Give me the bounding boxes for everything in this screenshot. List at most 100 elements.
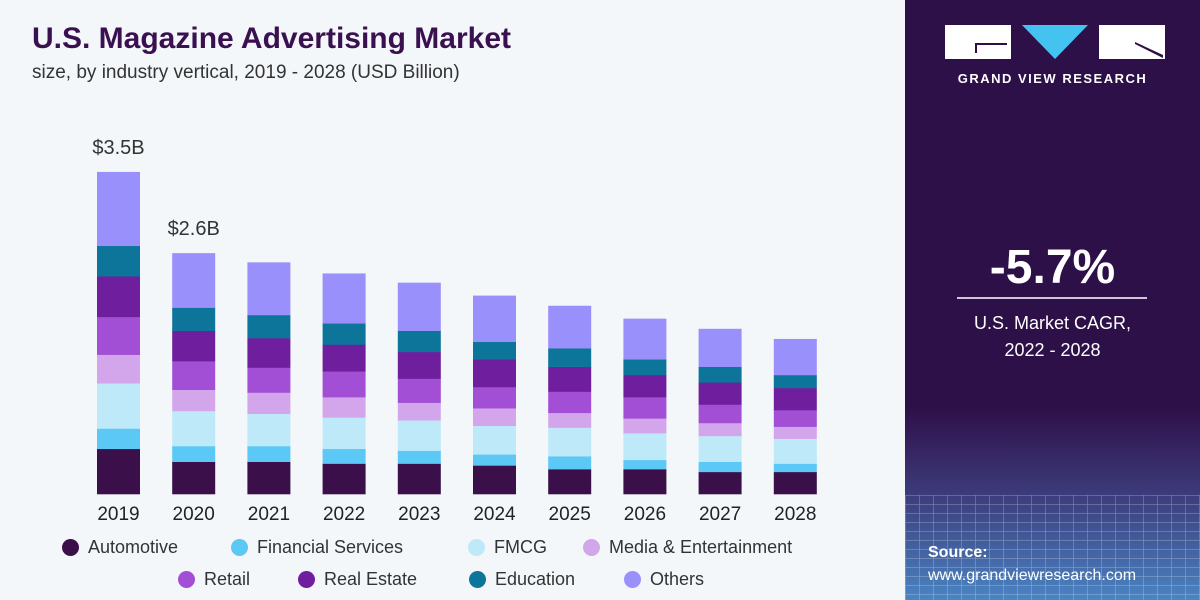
legend-item: Others <box>624 569 704 590</box>
bar-segment-real-estate-2020 <box>172 330 216 362</box>
bar-segment-education-2025 <box>548 348 592 367</box>
data-label: $2.6B <box>168 218 220 240</box>
legend-label: Automotive <box>88 537 179 557</box>
x-tick-label: 2022 <box>323 504 365 525</box>
bar-segment-education-2019 <box>97 245 140 277</box>
grand-view-research-logo <box>945 25 1165 59</box>
bar-segment-automotive-2020 <box>172 461 216 495</box>
x-tick-label: 2021 <box>248 504 290 525</box>
bar-segment-real-estate-2025 <box>548 366 592 392</box>
legend-label: Real Estate <box>324 569 418 589</box>
bar-segment-retail-2020 <box>172 361 216 391</box>
bar-segment-financial-services-2027 <box>698 461 742 473</box>
bar-segment-automotive-2027 <box>698 471 742 495</box>
legend-label: Media & Entertainment <box>609 537 793 557</box>
legend-item: Retail <box>178 569 250 590</box>
bar-segment-fmcg-2020 <box>172 410 216 447</box>
chart-subtitle: size, by industry vertical, 2019 - 2028 … <box>32 62 460 83</box>
legend-swatch <box>298 571 315 588</box>
legend-item: Financial Services <box>231 537 403 558</box>
bar-segment-retail-2024 <box>473 386 516 409</box>
legend-label: Retail <box>204 569 251 589</box>
bar-segment-education-2022 <box>322 323 366 345</box>
source-url: www.grandviewresearch.com <box>928 567 1137 584</box>
bar-segment-real-estate-2021 <box>247 338 291 368</box>
legend-swatch <box>62 539 79 556</box>
x-tick-label: 2020 <box>173 504 215 525</box>
legend-swatch <box>468 539 485 556</box>
bar-segment-financial-services-2028 <box>773 463 817 473</box>
bar-segment-media-entertainment-2023 <box>397 402 441 421</box>
legend-item: Education <box>469 569 575 590</box>
legend-swatch <box>469 571 486 588</box>
bar-segment-media-entertainment-2024 <box>473 408 516 427</box>
x-tick-label: 2025 <box>549 504 591 525</box>
bar-segment-retail-2019 <box>97 316 140 355</box>
bar-segment-fmcg-2025 <box>548 427 592 457</box>
bar-segment-automotive-2021 <box>247 461 291 495</box>
bar-segment-retail-2023 <box>397 378 441 403</box>
bar-segment-real-estate-2027 <box>698 382 742 405</box>
x-tick-label: 2026 <box>624 504 666 525</box>
x-tick-label: 2019 <box>97 504 139 525</box>
stacked-bar-chart: 2019 $3.5B 2020 $2.6B 2021 2022 2023 2024 2025 20… <box>92 137 817 525</box>
bar-segment-media-entertainment-2022 <box>322 397 366 418</box>
source-label: Source: <box>928 544 988 561</box>
bar-segment-others-2019 <box>97 171 140 247</box>
legend-item: Real Estate <box>298 569 417 590</box>
x-tick-label: 2024 <box>473 504 516 525</box>
legend-swatch <box>178 571 195 588</box>
bar-segment-retail-2028 <box>773 410 817 427</box>
bar-segment-automotive-2026 <box>623 469 667 495</box>
bar-segment-financial-services-2026 <box>623 459 667 470</box>
bar-segment-automotive-2023 <box>397 463 441 495</box>
legend-label: Financial Services <box>257 537 404 557</box>
divider <box>957 297 1147 299</box>
bar-segment-fmcg-2027 <box>698 435 742 462</box>
legend-label: Others <box>650 569 705 589</box>
bar-segment-fmcg-2024 <box>473 425 516 455</box>
legend-item: Media & Entertainment <box>583 537 792 558</box>
bar-segment-others-2022 <box>322 273 366 324</box>
bar-segment-automotive-2025 <box>548 469 592 495</box>
bar-segment-education-2028 <box>773 374 817 389</box>
bar-segment-financial-services-2023 <box>397 450 441 464</box>
cagr-label-line1: U.S. Market CAGR, <box>973 313 1132 333</box>
bar-segment-others-2026 <box>623 318 667 360</box>
bar-segment-financial-services-2020 <box>172 446 216 462</box>
bar-segment-automotive-2022 <box>322 463 366 495</box>
brand-name: GRAND VIEW RESEARCH <box>957 71 1148 86</box>
legend-swatch <box>231 539 248 556</box>
bar-segment-automotive-2019 <box>97 448 140 495</box>
cagr-label-line2: 2022 - 2028 <box>1004 340 1101 360</box>
bar-segment-real-estate-2019 <box>97 276 140 318</box>
bar-segment-media-entertainment-2028 <box>773 426 817 439</box>
bar-segment-retail-2021 <box>247 367 291 393</box>
bar-segment-others-2021 <box>247 262 291 316</box>
bar-segment-retail-2025 <box>548 391 592 414</box>
bar-segment-education-2020 <box>172 307 216 331</box>
bar-segment-education-2026 <box>623 359 667 376</box>
bar-segment-others-2027 <box>698 328 742 367</box>
x-tick-label: 2027 <box>699 504 741 525</box>
bar-segment-media-entertainment-2025 <box>548 412 592 428</box>
bar-segment-others-2023 <box>397 282 441 331</box>
bar-segment-education-2027 <box>698 366 742 383</box>
legend-item: Automotive <box>62 537 178 558</box>
bar-segment-others-2028 <box>773 338 817 376</box>
bar-segment-others-2024 <box>473 295 516 343</box>
bar-segment-media-entertainment-2021 <box>247 392 291 415</box>
bar-segment-automotive-2024 <box>473 465 516 495</box>
bar-segment-education-2021 <box>247 314 291 339</box>
bar-segment-education-2024 <box>473 341 516 360</box>
grid-decoration <box>905 495 1200 600</box>
legend-label: FMCG <box>494 537 547 557</box>
bar-segment-real-estate-2028 <box>773 387 817 411</box>
bar-segment-media-entertainment-2020 <box>172 389 216 412</box>
bar-segment-automotive-2028 <box>773 471 817 495</box>
cagr-value: -5.7% <box>989 241 1116 294</box>
bar-segment-retail-2026 <box>623 397 667 419</box>
bar-segment-financial-services-2025 <box>548 456 592 470</box>
bar-segment-fmcg-2023 <box>397 420 441 451</box>
legend-label: Education <box>495 569 576 589</box>
